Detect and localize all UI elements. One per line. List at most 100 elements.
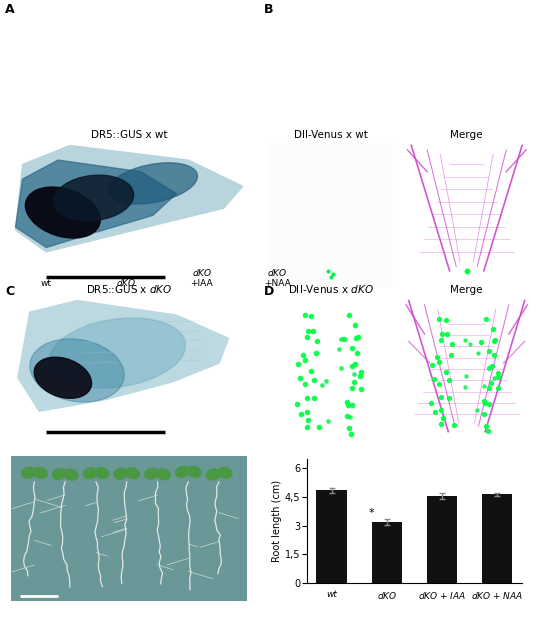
Ellipse shape <box>157 469 171 480</box>
Point <box>435 379 443 389</box>
Point <box>437 419 445 429</box>
Point <box>487 378 495 388</box>
Point <box>447 350 455 360</box>
Bar <box>316 490 347 583</box>
Point <box>302 407 311 417</box>
Ellipse shape <box>52 469 66 479</box>
Polygon shape <box>18 301 229 411</box>
Point <box>494 372 502 382</box>
Point <box>294 358 303 368</box>
Point <box>489 324 497 334</box>
Point <box>461 383 469 392</box>
Point <box>484 426 493 436</box>
Point <box>463 266 471 276</box>
Point <box>335 344 343 354</box>
Point <box>314 422 323 432</box>
Point <box>344 423 353 433</box>
Point <box>435 314 443 324</box>
Point <box>466 339 475 349</box>
Point <box>307 311 316 321</box>
Point <box>348 400 356 410</box>
Point <box>301 379 309 389</box>
Point <box>322 376 331 386</box>
Point <box>477 337 485 347</box>
Text: $\it{dKO}$
+IAA: $\it{dKO}$ +IAA <box>190 267 213 288</box>
Point <box>329 268 338 278</box>
Text: DR5::GUS x $\it{dKO}$: DR5::GUS x $\it{dKO}$ <box>86 283 172 294</box>
Point <box>442 367 450 377</box>
Text: DII-Venus x wt: DII-Venus x wt <box>294 130 368 140</box>
Point <box>433 352 441 361</box>
Point <box>303 326 312 335</box>
Point <box>337 334 345 344</box>
Point <box>448 339 457 349</box>
Point <box>318 379 327 389</box>
Point <box>343 411 351 421</box>
Ellipse shape <box>175 466 189 477</box>
Point <box>302 393 311 403</box>
Point <box>485 363 494 373</box>
Ellipse shape <box>206 469 220 480</box>
Point <box>348 361 356 371</box>
Point <box>304 415 313 425</box>
Point <box>293 399 302 409</box>
Point <box>348 343 357 353</box>
Point <box>491 335 499 345</box>
Point <box>490 350 499 360</box>
Ellipse shape <box>64 469 78 480</box>
Point <box>327 272 335 281</box>
Ellipse shape <box>108 163 197 204</box>
Point <box>352 333 360 343</box>
Point <box>343 397 352 407</box>
Point <box>444 375 453 385</box>
Ellipse shape <box>33 467 47 478</box>
Point <box>437 335 445 345</box>
Point <box>490 373 498 383</box>
Point <box>302 422 311 432</box>
Point <box>436 392 445 402</box>
Point <box>485 346 494 356</box>
Bar <box>427 496 457 583</box>
Point <box>472 405 481 415</box>
Point <box>473 348 482 358</box>
Point <box>494 368 502 378</box>
Point <box>346 412 355 422</box>
Point <box>348 383 356 392</box>
Point <box>296 373 305 383</box>
Text: Merge: Merge <box>450 130 483 140</box>
Point <box>444 392 453 402</box>
Point <box>431 407 440 417</box>
Point <box>307 366 316 376</box>
Polygon shape <box>16 146 243 252</box>
Point <box>442 315 450 325</box>
Point <box>347 429 356 439</box>
Y-axis label: Root length (cm): Root length (cm) <box>272 480 282 562</box>
Ellipse shape <box>187 466 201 477</box>
Ellipse shape <box>34 357 91 398</box>
Point <box>480 409 489 419</box>
Text: $\it{dKO}$: $\it{dKO}$ <box>116 277 137 288</box>
Polygon shape <box>16 160 176 247</box>
Ellipse shape <box>218 467 232 478</box>
Point <box>443 329 452 339</box>
Point <box>324 266 332 276</box>
Point <box>356 384 365 394</box>
Ellipse shape <box>145 468 159 479</box>
Text: DII-Venus x $\it{dKO}$: DII-Venus x $\it{dKO}$ <box>288 283 374 294</box>
Point <box>308 326 317 336</box>
Text: wt: wt <box>40 279 51 288</box>
Point <box>485 399 493 409</box>
Point <box>340 334 349 344</box>
Point <box>309 393 318 403</box>
Point <box>344 309 353 319</box>
Text: C: C <box>5 285 15 298</box>
Text: *: * <box>369 508 374 518</box>
Point <box>480 396 489 405</box>
Ellipse shape <box>126 467 139 479</box>
Point <box>352 348 361 358</box>
Ellipse shape <box>54 175 133 221</box>
Point <box>324 416 332 426</box>
Point <box>301 309 309 319</box>
Point <box>438 329 447 339</box>
Point <box>351 321 359 330</box>
